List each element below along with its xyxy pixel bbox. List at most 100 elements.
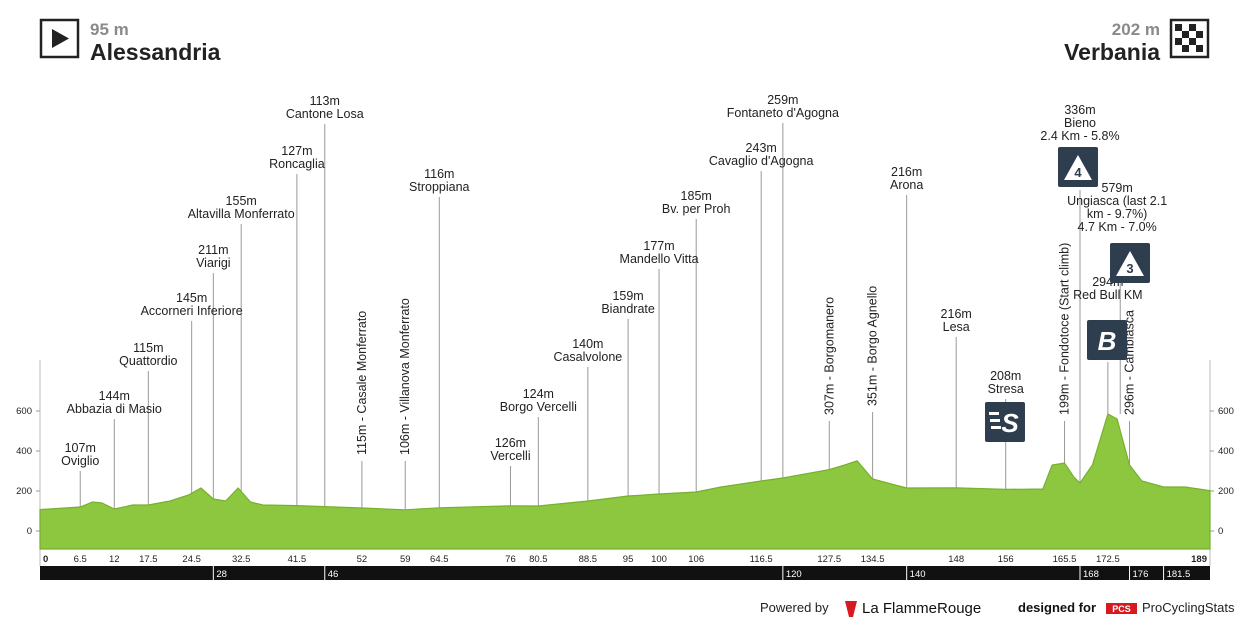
waypoint-label: 579m	[1102, 181, 1133, 195]
y-tick-label-left: 200	[16, 486, 32, 497]
waypoint-label: 159m	[612, 289, 643, 303]
waypoint-lines	[79, 123, 1131, 510]
waypoint-label: Viarigi	[196, 256, 231, 270]
y-tick-label-left: 0	[27, 526, 32, 537]
badge-bg	[1087, 320, 1127, 360]
profile-area	[39, 413, 1211, 550]
start-city: Alessandria	[90, 39, 221, 65]
checker-square	[1182, 45, 1189, 52]
checker-square	[1175, 24, 1182, 31]
procyclingstats-name: ProCyclingStats	[1142, 600, 1235, 615]
km-marker-label: 24.5	[182, 554, 201, 565]
waypoint-vertical-label: 199m - Fondotoce (Start climb)	[1058, 243, 1072, 415]
y-tick-label-right: 600	[1218, 406, 1234, 417]
waypoint-label: Vercelli	[490, 449, 530, 463]
waypoint-label: Red Bull KM	[1073, 288, 1142, 302]
y-tick-label-left: 400	[16, 446, 32, 457]
waypoint-label: Oviglio	[61, 454, 99, 468]
start-icon-box	[39, 18, 80, 59]
km-marker-label: 52	[357, 554, 368, 565]
km-marker-label: 41.5	[288, 554, 307, 565]
waypoint-label: Mandello Vitta	[620, 252, 699, 266]
speed-line	[991, 426, 1001, 429]
waypoint-label: Quattordio	[119, 354, 177, 368]
km-marker-label: 165.5	[1053, 554, 1077, 565]
km-marker-label: 76	[505, 554, 516, 565]
bar-km-label: 176	[1133, 569, 1149, 580]
waypoint-label: Altavilla Monferrato	[188, 207, 295, 221]
km-marker-label: 116.5	[750, 554, 773, 565]
km-marker-label: 106	[688, 554, 704, 565]
waypoint-vertical-label: 351m - Borgo Agnello	[866, 286, 880, 406]
km-markers: 0 6.5 12 17.5 24.5 32.5 41.5 52 59 64.5 76 80.5 88.5…	[43, 554, 1207, 565]
badge-text: 4	[1074, 165, 1082, 180]
distance-bar: 28 46 120 140 168 176 181.5	[40, 566, 1210, 580]
waypoint-label: km - 9.7%)	[1087, 207, 1147, 221]
finish-city: Verbania	[1064, 39, 1160, 65]
play-icon	[52, 29, 69, 48]
y-tick-label-left: 600	[16, 406, 32, 417]
km-marker-label: 156	[998, 554, 1014, 565]
km-marker-label: 189	[1191, 554, 1207, 565]
waypoint-label: 243m	[746, 141, 777, 155]
km-marker-label: 134.5	[861, 554, 885, 565]
finish-altitude: 202 m	[1112, 20, 1160, 39]
waypoint-label: 124m	[523, 387, 554, 401]
svg-text:PCS: PCS	[1112, 604, 1131, 614]
speed-line	[989, 412, 999, 415]
waypoint-label: Borgo Vercelli	[500, 400, 577, 414]
start-header: 95 m Alessandria	[39, 18, 221, 65]
y-tick-label-right: 200	[1218, 486, 1234, 497]
sprint-icon: S	[985, 402, 1025, 442]
waypoint-label: Roncaglia	[269, 157, 325, 171]
waypoint-label: 4.7 Km - 7.0%	[1078, 220, 1157, 234]
distance-bar-background	[40, 566, 1210, 580]
waypoint-label: 107m	[65, 441, 96, 455]
checker-square	[1196, 31, 1203, 38]
waypoint-label: Fontaneto d'Agogna	[727, 106, 839, 120]
waypoint-label: 208m	[990, 369, 1021, 383]
badge-triangle	[1064, 155, 1092, 180]
y-tick-label-right: 0	[1218, 526, 1223, 537]
finish-header: 202 m Verbania	[1064, 18, 1210, 65]
km-marker-label: 172.5	[1096, 554, 1120, 565]
waypoint-label: 115m	[133, 341, 163, 355]
km-marker-label: 64.5	[430, 554, 449, 565]
badge-triangle	[1116, 251, 1144, 276]
bar-km-label: 181.5	[1167, 569, 1191, 580]
badge-text: 3	[1126, 261, 1133, 276]
bar-km-label: 46	[328, 569, 339, 580]
km-marker-label: 80.5	[529, 554, 548, 565]
km-marker-label: 32.5	[232, 554, 251, 565]
km-marker-label: 127.5	[817, 554, 841, 565]
checker-square	[1182, 31, 1189, 38]
waypoint-label: Abbazia di Masio	[67, 402, 162, 416]
powered-by-label: Powered by	[760, 600, 829, 615]
waypoint-label: 140m	[572, 337, 603, 351]
km-marker-label: 95	[623, 554, 634, 565]
waypoint-label: 211m	[198, 243, 228, 257]
waypoint-label: 116m	[424, 167, 454, 181]
climb-badges: 4 3 S B	[985, 147, 1150, 442]
bar-km-label: 168	[1083, 569, 1099, 580]
waypoint-vertical-label: 106m - Villanova Monferrato	[398, 298, 412, 455]
bar-km-label: 140	[910, 569, 926, 580]
flamme-rouge-logo-icon	[845, 601, 857, 617]
bar-km-label: 28	[216, 569, 227, 580]
km-marker-label: 0	[43, 554, 48, 565]
elevation-profile	[39, 413, 1211, 550]
checker-square	[1189, 38, 1196, 45]
waypoint-label: Stresa	[988, 382, 1024, 396]
waypoint-vertical-label: 115m - Casale Monferrato	[355, 311, 369, 455]
waypoint-label: 127m	[281, 144, 312, 158]
km-marker-label: 59	[400, 554, 411, 565]
y-axes: 0 0 200 200 400 400 600 600	[16, 360, 1234, 566]
waypoint-label: 259m	[767, 93, 798, 107]
designed-for-label: designed for	[1018, 600, 1096, 615]
km-marker-label: 100	[651, 554, 667, 565]
flamme-rouge-name: La FlammeRouge	[862, 600, 981, 617]
waypoint-label: Stroppiana	[409, 180, 470, 194]
waypoint-label: Bv. per Proh	[662, 202, 731, 216]
